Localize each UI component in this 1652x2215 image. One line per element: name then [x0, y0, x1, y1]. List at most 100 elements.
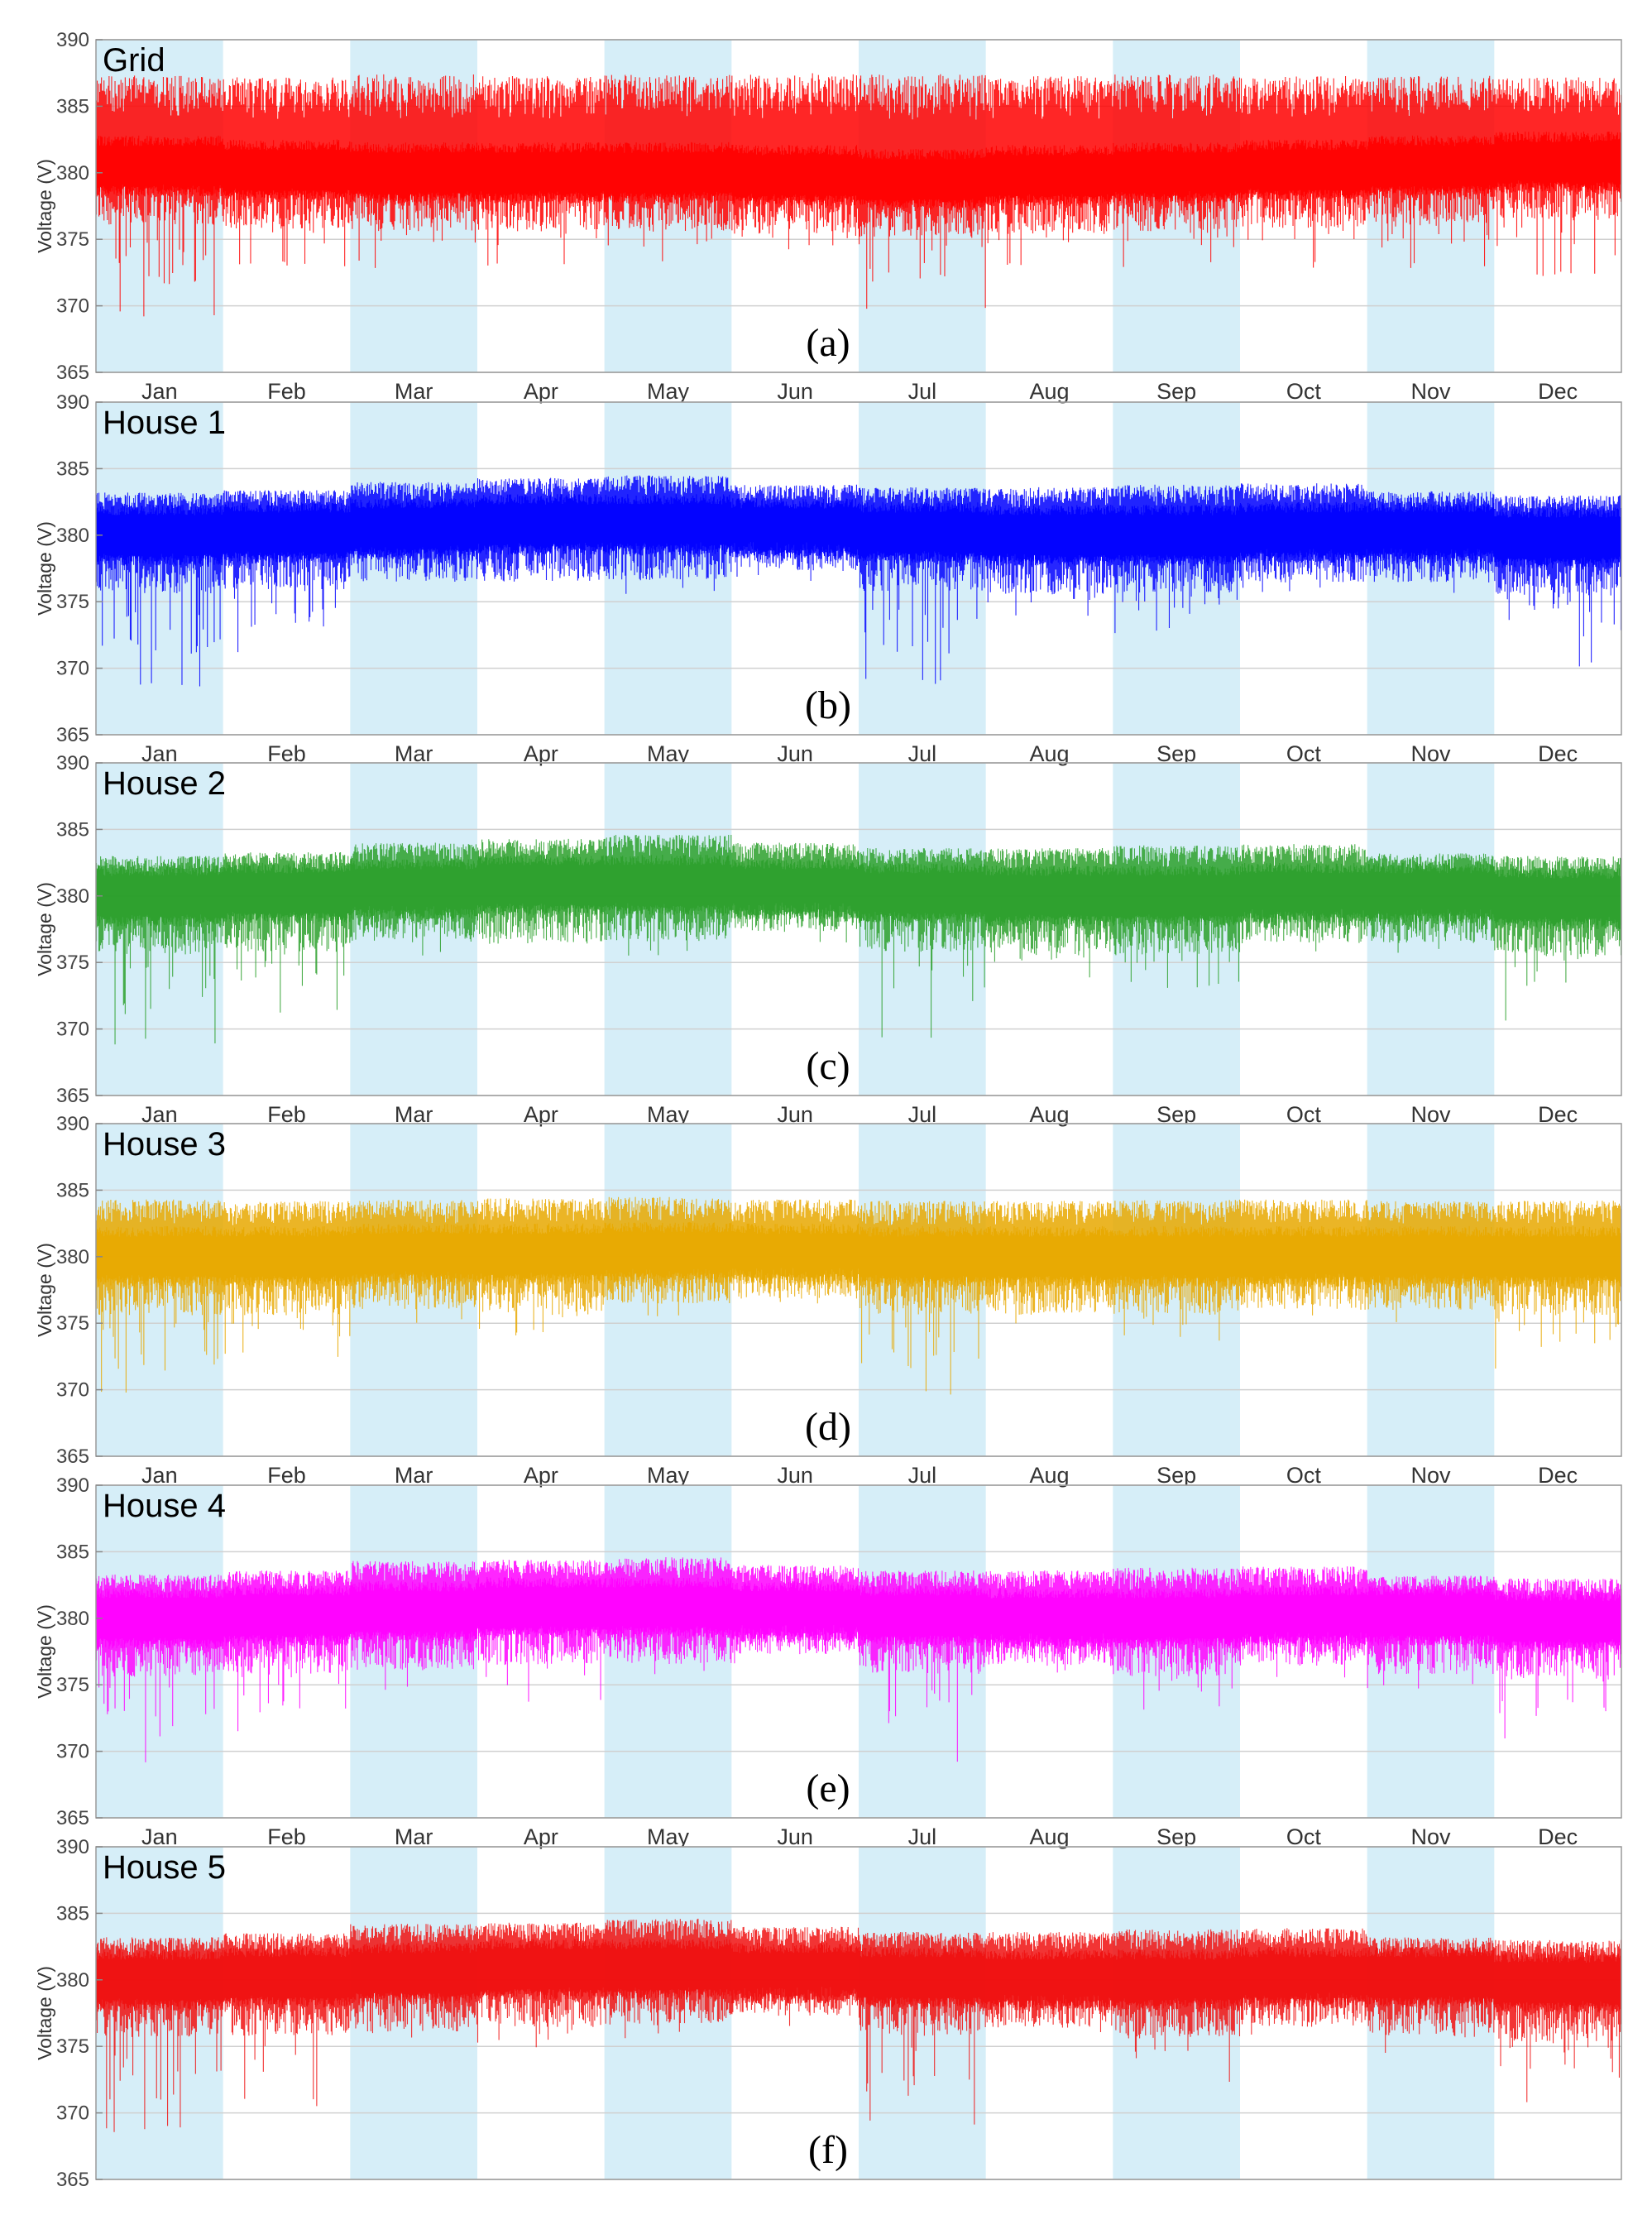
y-tick-label: 365 [56, 1807, 89, 1829]
y-tick-label: 365 [56, 362, 89, 384]
panel-title: House 5 [103, 1849, 226, 1886]
x-tick-label: Jun [777, 379, 813, 404]
x-tick-label: Aug [1029, 379, 1069, 404]
y-tick-label: 375 [56, 228, 89, 251]
y-tick-label: 365 [56, 2169, 89, 2191]
x-tick-label: Aug [1029, 1824, 1069, 1849]
x-tick-label: Jan [141, 1824, 178, 1849]
panel-2: 365 370 375 380 385 390 Voltage (V) Jan Feb Mar Ap… [34, 391, 1622, 766]
x-tick-label: Jan [141, 1463, 178, 1488]
x-tick-label: Aug [1029, 741, 1069, 766]
x-tick-label: Oct [1286, 1102, 1322, 1127]
panel-5: 365 370 375 380 385 390 Voltage (V) Jan Feb Mar Ap… [34, 1474, 1622, 1849]
panel-1: 365 370 375 380 385 390 Voltage (V) Jan Feb Mar Ap… [34, 29, 1622, 404]
x-tick-label: Jul [908, 1824, 937, 1849]
plot-frame [95, 1123, 1622, 1457]
plot-frame [95, 1846, 1622, 2180]
y-tick-label: 385 [56, 818, 89, 841]
x-tick-label: Oct [1286, 1824, 1322, 1849]
x-tick-label: Dec [1538, 741, 1578, 766]
x-tick-label: Dec [1538, 1824, 1578, 1849]
y-tick-label: 380 [56, 885, 89, 908]
y-tick-label: 365 [56, 1085, 89, 1107]
y-tick-label: 385 [56, 1902, 89, 1925]
x-tick-label: Jul [908, 1102, 937, 1127]
y-tick-label: 380 [56, 1608, 89, 1630]
x-tick-label: May [647, 1102, 690, 1127]
x-tick-label: Nov [1410, 1463, 1451, 1488]
y-tick-label: 390 [56, 1836, 89, 1858]
y-tick-label: 370 [56, 1741, 89, 1763]
plot-frame [95, 39, 1622, 373]
y-tick-label: 390 [56, 1113, 89, 1135]
y-tick-label: 385 [56, 1179, 89, 1201]
y-tick-label: 380 [56, 162, 89, 185]
x-tick-label: Jul [908, 1463, 937, 1488]
x-tick-label: Sep [1156, 1463, 1196, 1488]
x-tick-label: Nov [1410, 741, 1451, 766]
x-tick-label: Feb [267, 379, 306, 404]
x-tick-label: Sep [1156, 741, 1196, 766]
x-tick-label: Jun [777, 741, 813, 766]
x-tick-label: Nov [1410, 1824, 1451, 1849]
plot-frame [95, 1484, 1622, 1819]
x-tick-label: Jan [141, 1102, 178, 1127]
y-tick-label: 385 [56, 1541, 89, 1563]
y-tick-label: 385 [56, 458, 89, 480]
x-tick-label: Mar [395, 1463, 433, 1488]
month-band [350, 763, 477, 1096]
x-tick-label: Sep [1156, 379, 1196, 404]
panel-tag: (f) [808, 2128, 848, 2172]
panel-title: Grid [103, 42, 165, 79]
x-tick-label: Jun [777, 1824, 813, 1849]
x-tick-label: Feb [267, 1463, 306, 1488]
panel-title: House 4 [103, 1488, 226, 1524]
x-tick-label: Jul [908, 741, 937, 766]
y-tick-label: 380 [56, 1969, 89, 1992]
panel-tag: (e) [806, 1767, 850, 1810]
x-tick-label: Dec [1538, 1102, 1578, 1127]
panel-title: House 2 [103, 765, 226, 802]
y-tick-label: 370 [56, 295, 89, 318]
x-tick-label: Aug [1029, 1102, 1069, 1127]
plot-frame [95, 762, 1622, 1096]
x-tick-label: Feb [267, 1824, 306, 1849]
panel-6: 365 370 375 380 385 390 Voltage (V) House 5 (f) [34, 1836, 1622, 2191]
x-tick-label: Mar [395, 1824, 433, 1849]
x-tick-label: Mar [395, 1102, 433, 1127]
x-tick-label: Nov [1410, 1102, 1451, 1127]
x-tick-label: May [647, 741, 690, 766]
y-tick-label: 390 [56, 29, 89, 51]
x-tick-label: Sep [1156, 1102, 1196, 1127]
y-axis-label: Voltage (V) [34, 1966, 55, 2060]
y-tick-label: 370 [56, 1019, 89, 1041]
x-tick-label: Apr [524, 379, 558, 404]
y-tick-label: 375 [56, 1674, 89, 1696]
panel-tag: (a) [806, 321, 850, 365]
y-tick-label: 390 [56, 391, 89, 414]
panel-4: 365 370 375 380 385 390 Voltage (V) Jan Feb Mar Ap… [34, 1113, 1622, 1488]
y-tick-label: 370 [56, 658, 89, 680]
y-axis-label: Voltage (V) [34, 521, 55, 616]
y-tick-label: 375 [56, 952, 89, 974]
y-axis-label: Voltage (V) [34, 1243, 55, 1337]
x-tick-label: Jan [141, 379, 178, 404]
x-tick-label: Jun [777, 1463, 813, 1488]
x-tick-label: Jan [141, 741, 178, 766]
x-tick-label: Mar [395, 379, 433, 404]
panel-tag: (d) [805, 1405, 851, 1449]
panel-title: House 1 [103, 405, 226, 441]
x-tick-label: Nov [1410, 379, 1451, 404]
y-axis-label: Voltage (V) [34, 1604, 55, 1699]
x-tick-label: Apr [524, 1102, 558, 1127]
x-tick-label: Feb [267, 1102, 306, 1127]
y-tick-label: 375 [56, 591, 89, 613]
x-tick-label: Apr [524, 741, 558, 766]
y-tick-label: 370 [56, 1379, 89, 1402]
y-tick-label: 385 [56, 95, 89, 117]
y-tick-label: 390 [56, 752, 89, 774]
x-tick-label: Oct [1286, 741, 1322, 766]
plot-frame [95, 401, 1622, 736]
voltage-trace-core [95, 855, 1622, 929]
